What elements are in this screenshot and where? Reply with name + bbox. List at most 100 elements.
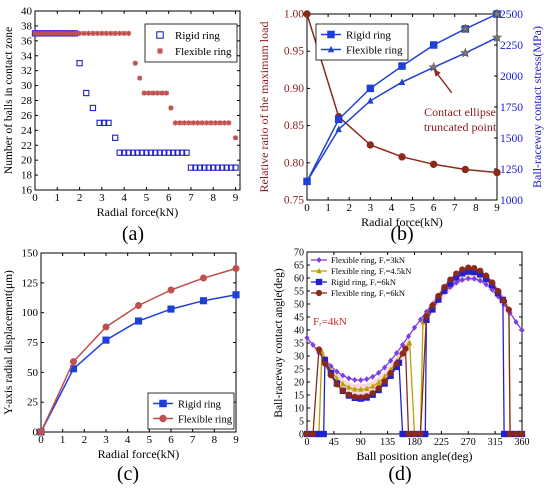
- panel-d-flex-3kn-point: [346, 375, 352, 382]
- panel-a-rigid-point: [205, 164, 212, 171]
- panel-a-flexible-point: [146, 90, 152, 96]
- panel-d-x-tick-label: 90: [356, 437, 366, 448]
- panel-a-flexible-point: [62, 30, 68, 36]
- panel-c-x-tick-label: 8: [212, 434, 218, 446]
- panel-a-x-tick-label: 6: [166, 192, 172, 204]
- panel-a-flexible-point: [65, 30, 72, 36]
- panel-c-x-tick-label: 0: [38, 434, 44, 446]
- panel-a-y-tick-label: 24: [21, 125, 33, 137]
- panel-c-x-tick-label: 2: [82, 434, 88, 446]
- panel-a-y-tick-label: 36: [21, 35, 33, 47]
- panel-d-flex-6kn-point: [339, 387, 346, 394]
- panel-d-flex-4-5kn-point: [376, 379, 382, 385]
- panel-d-y-tick-label: 50: [294, 300, 304, 311]
- panel-d-flex-6kn-point: [345, 391, 352, 398]
- panel-a-rigid-point: [183, 149, 190, 156]
- panel-d-flex-6kn-point: [423, 313, 430, 320]
- panel-a-rigid-point: [156, 149, 163, 156]
- panel-a-flexible-point: [99, 30, 105, 36]
- panel-a-x-axis-label: Radial force(kN): [97, 205, 179, 219]
- panel-c-x-tick-label: 1: [60, 434, 66, 446]
- panel-d-flex-3kn-point: [519, 327, 525, 334]
- panel-d-flex-6kn-point: [471, 265, 478, 272]
- panel-a-rigid-point: [174, 149, 181, 156]
- panel-d-y-tick-label: 45: [294, 313, 304, 324]
- panel-a-rigid-point: [210, 164, 217, 171]
- panel-d-rigid-6kn-point: [500, 430, 508, 438]
- panel-d-flex-4-5kn-point: [340, 380, 346, 387]
- panel-d-flex-6kn-point: [393, 360, 400, 367]
- panel-a-flexible-point: [32, 30, 38, 36]
- panel-b-left-y-tick-label: 0.80: [284, 157, 304, 169]
- panel-a-flexible-point: [39, 30, 45, 36]
- panel-c-x-tick-label: 5: [147, 434, 153, 446]
- panel-label-a: (a): [122, 223, 144, 245]
- panel-d-x-tick-label: 270: [461, 437, 476, 448]
- panel-c-flexible-point: [37, 428, 45, 436]
- panel-d-flex-4-5kn-point: [364, 385, 370, 391]
- panel-d-flex-3kn-point: [453, 279, 459, 286]
- panel-a-flexible-point: [181, 120, 187, 126]
- panel-d-flex-6kn-point: [512, 430, 520, 438]
- panel-d-flex-4-5kn-point: [352, 386, 358, 392]
- panel-a-rigid-point: [105, 119, 112, 127]
- panel-d-flex-3kn-point: [411, 324, 418, 331]
- panel-a-rigid-point: [219, 164, 226, 171]
- panel-b-truncation-star: [428, 61, 439, 72]
- panel-d-flex-3kn-point: [352, 376, 358, 383]
- panel-c-y-axis-label: Y-axis radial displacement(μm): [3, 270, 15, 415]
- panel-d-y-tick-label: 20: [294, 378, 304, 389]
- panel-a-flexible-point: [208, 120, 214, 126]
- panel-d-flex-3kn-point: [340, 372, 346, 379]
- panel-d-flex-3kn-point: [477, 277, 483, 284]
- panel-a-y-tick-label: 32: [21, 65, 32, 77]
- panel-d-y-tick-label: 65: [294, 261, 304, 272]
- panel-b-annotation-arrow-line: [435, 71, 453, 94]
- panel-d-flex-6kn-point: [489, 279, 496, 286]
- panel-d-legend-label: Flexible ring, Fᵣ=6kN: [331, 288, 405, 298]
- panel-c-flexible-point: [232, 265, 240, 273]
- panel-a-rigid-point: [112, 134, 119, 141]
- panel-a-flexible-point: [69, 30, 75, 36]
- panel-a-y-tick-label: 20: [21, 155, 33, 167]
- panel-b-right-y-tick-label: 1000: [500, 195, 523, 207]
- panel-c-y-tick-label: 150: [22, 248, 39, 260]
- panel-d-annotation: Fᵣ=4kN: [313, 316, 347, 328]
- panel-d-flex-4-5kn-point: [370, 383, 376, 389]
- panel-label-c: (c): [117, 463, 139, 485]
- panel-d-legend-label: Flexible ring, Fᵣ=4.5kN: [331, 266, 411, 276]
- panel-d-y-tick-label: 60: [294, 274, 304, 285]
- panel-c-y-tick-label: 50: [27, 367, 39, 379]
- panel-d-flex-4-5kn-point: [407, 339, 413, 346]
- panel-c-rigid-point: [167, 305, 175, 313]
- panel-b-right-y-tick-label: 2000: [500, 71, 523, 83]
- panel-c-rigid-point: [102, 336, 110, 344]
- panel-a-flexible-point: [42, 30, 48, 36]
- panel-a-flexible-point: [199, 120, 205, 126]
- panel-c-x-tick-label: 4: [125, 434, 131, 446]
- panel-a-rigid-point: [89, 104, 97, 112]
- panel-d-legend-marker: [315, 289, 323, 297]
- panel-d-rigid-6kn-point: [399, 430, 406, 438]
- panel-d-flex-4-5kn-point: [420, 319, 426, 325]
- panel-a-x-tick-label: 7: [188, 192, 194, 204]
- panel-a-flexible-point: [112, 30, 118, 36]
- panel-d-flex-6kn-point: [363, 393, 370, 400]
- panel-d-y-tick-label: 30: [294, 352, 304, 363]
- panel-d-y-tick-label: 5: [299, 417, 304, 428]
- panel-c-rigid-point: [134, 317, 143, 325]
- panel-a-flexible-point: [217, 120, 223, 126]
- panel-b-x-tick-label: 7: [452, 202, 458, 214]
- panel-a-flexible-point: [55, 30, 61, 36]
- panel-d-flex-4-5kn-point: [358, 386, 364, 392]
- panel-d-flex-6kn-point: [417, 430, 424, 438]
- panel-b-x-tick-label: 5: [410, 202, 416, 214]
- panel-a-y-axis-label: Number of balls in contact zone: [3, 27, 15, 174]
- panel-d-flex-3kn-point: [513, 318, 519, 325]
- panel-b-x-tick-label: 1: [325, 202, 331, 214]
- panel-a-legend-marker: [156, 47, 164, 55]
- panel-a-rigid-point: [96, 119, 103, 127]
- panel-b-ratio-point: [429, 160, 438, 168]
